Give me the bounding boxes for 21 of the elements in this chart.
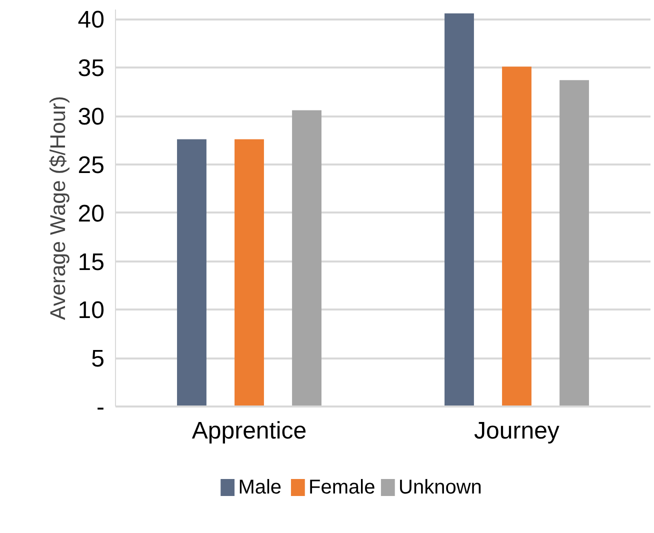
legend-label: Unknown <box>398 476 482 498</box>
legend-label: Male <box>238 476 282 498</box>
y-tick-label: - <box>96 394 105 421</box>
bar <box>234 139 264 406</box>
bar <box>292 110 322 406</box>
y-tick-label: 35 <box>78 55 105 82</box>
bar <box>177 139 206 406</box>
y-tick-label: 5 <box>91 346 105 373</box>
bar <box>560 80 589 406</box>
x-tick-label: Apprentice <box>192 418 307 444</box>
bar <box>502 66 532 406</box>
y-tick-label: 25 <box>78 152 105 179</box>
bar <box>444 13 474 406</box>
y-tick-label: 15 <box>78 248 105 276</box>
legend-label: Female <box>308 476 376 498</box>
y-tick-label: 20 <box>78 200 105 228</box>
y-tick-label: 10 <box>78 297 105 324</box>
y-axis-title: Average Wage ($/Hour) <box>46 96 70 320</box>
x-tick-label: Journey <box>474 418 560 444</box>
y-tick-label: 40 <box>78 6 105 34</box>
y-tick-label: 30 <box>78 104 105 131</box>
